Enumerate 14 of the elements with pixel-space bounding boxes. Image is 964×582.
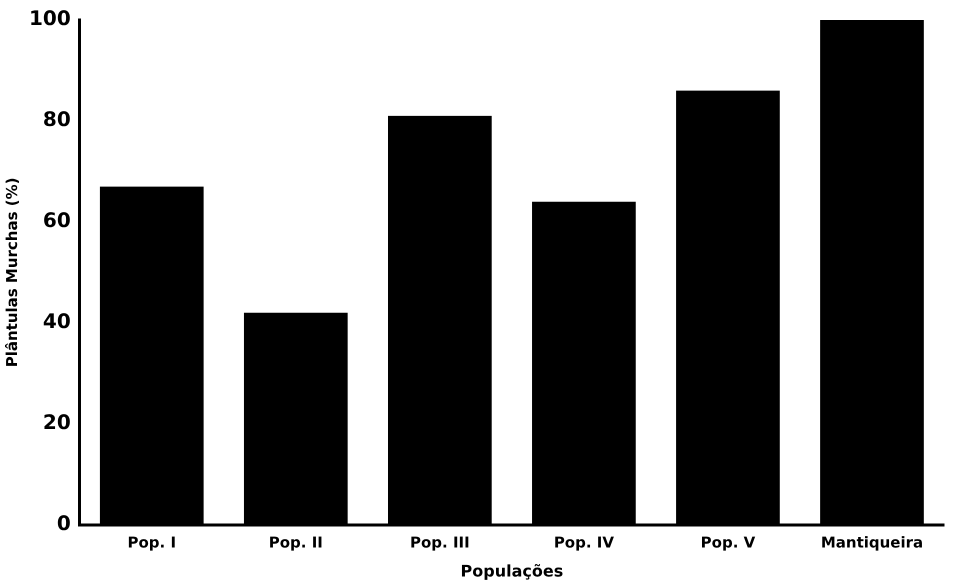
x-tick-label: Pop. III [410,534,470,552]
x-tick-label: Mantiqueira [820,534,924,552]
x-axis-title: Populações [460,562,564,581]
y-tick-label: 80 [42,107,71,132]
y-tick-label: 20 [42,410,71,434]
x-tick-label: Pop. II [268,534,323,552]
x-tick-label: Pop. I [127,534,176,552]
y-tick-label: 60 [42,208,71,232]
x-tick-label: Pop. IV [554,534,614,552]
y-tick-label: 40 [42,309,71,334]
y-tick-label: 0 [56,511,71,536]
x-tick-label: Pop. V [700,534,756,552]
y-axis-title: Plântulas Murchas (%) [2,178,21,368]
y-tick-label: 100 [29,6,71,30]
